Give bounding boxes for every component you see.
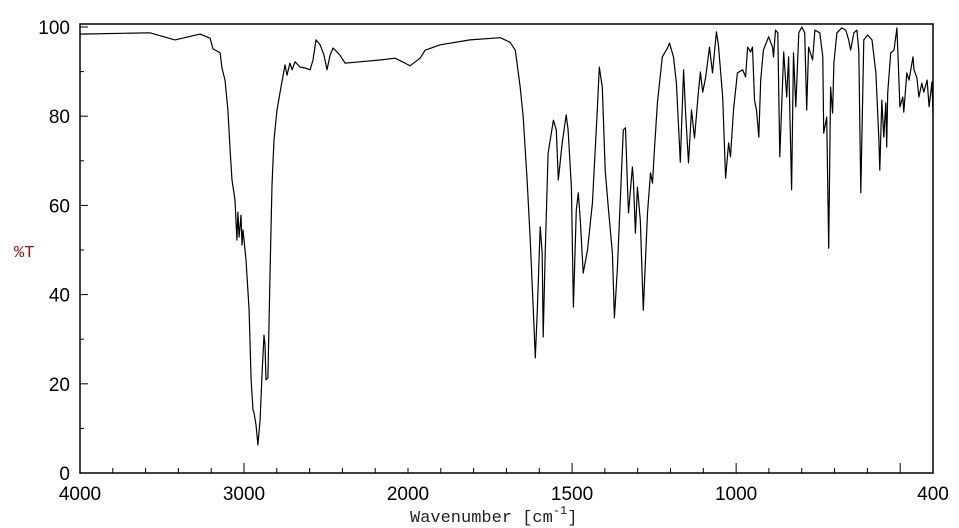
y-tick-label: 0 [59, 464, 70, 485]
axis-ticks [79, 26, 934, 474]
x-tick-label: 400 [917, 484, 949, 505]
x-tick-label: 1500 [551, 484, 593, 505]
y-axis-title: %T [14, 244, 34, 263]
plot-frame [79, 23, 934, 474]
x-axis-title-close: ] [567, 509, 577, 528]
x-tick-label: 3000 [223, 484, 265, 505]
x-tick-label: 2000 [387, 484, 429, 505]
y-tick-label: 80 [49, 107, 70, 128]
x-axis-title: Wavenumber [cm-1] [410, 504, 577, 528]
x-tick-label: 1000 [715, 484, 757, 505]
y-tick-label: 40 [49, 286, 70, 307]
spectrum-line [79, 26, 934, 446]
x-axis-title-main: Wavenumber [cm [410, 509, 553, 528]
y-tick-label: 100 [38, 18, 70, 39]
x-axis-title-sup: -1 [553, 504, 567, 518]
y-tick-label: 20 [49, 375, 70, 396]
y-tick-label: 60 [49, 196, 70, 217]
x-tick-label: 4000 [59, 484, 101, 505]
